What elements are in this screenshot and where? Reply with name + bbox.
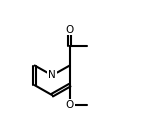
Text: O: O [66,100,74,110]
Text: N: N [48,70,56,80]
Text: O: O [66,25,74,34]
